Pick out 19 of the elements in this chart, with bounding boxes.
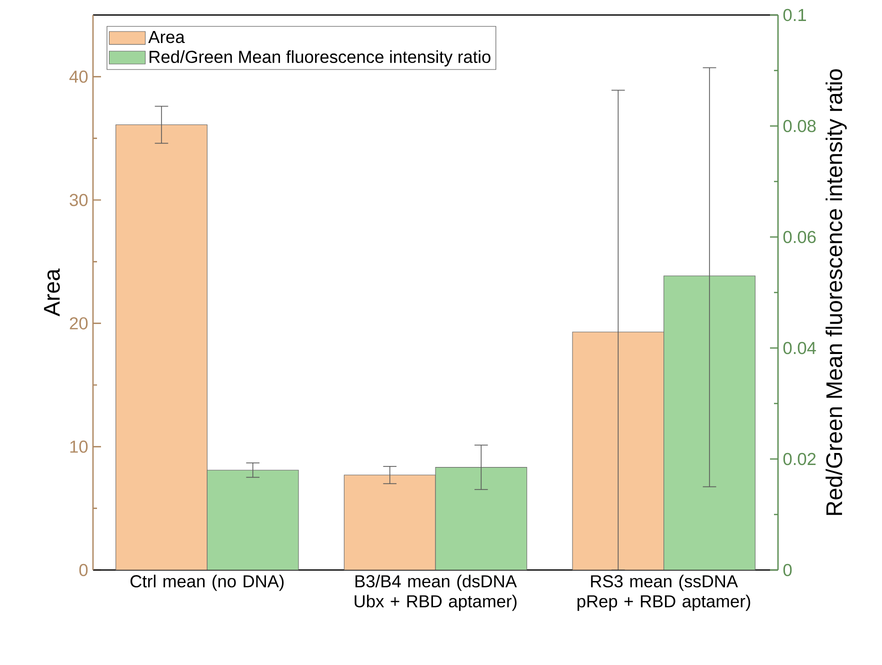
legend-label: Red/Green Mean fluorescence intensity ratio [150,50,490,66]
y2-tick-label: 0 [783,564,792,576]
x-tick-label: B3/B4 mean (dsDNA Ubx + RBD aptamer) [354,574,517,611]
y2-tick-label: 0.02 [783,452,816,466]
y2-tick-label: 0.1 [783,8,806,22]
y2-axis-title: Red/Green Mean fluorescence intensity ratio [826,69,847,515]
legend-label: Area [148,31,185,44]
x-tick-label: RS3 mean (ssDNA pRep + RBD aptamer) [578,574,750,611]
y-tick-label: 20 [70,317,88,330]
y-axis-title: Area [44,268,60,316]
bar [206,470,299,570]
y2-tick-label: 0.04 [783,342,816,354]
y-tick-label: 0 [79,564,88,576]
y2-tick-label: 0.06 [783,230,816,244]
x-tick-label: Ctrl mean (no DNA) [130,574,284,591]
y-tick-label: 10 [70,440,88,453]
y-tick-label: 40 [69,70,88,83]
y-tick-label: 30 [70,194,88,206]
y2-tick-label: 0.08 [783,120,816,132]
